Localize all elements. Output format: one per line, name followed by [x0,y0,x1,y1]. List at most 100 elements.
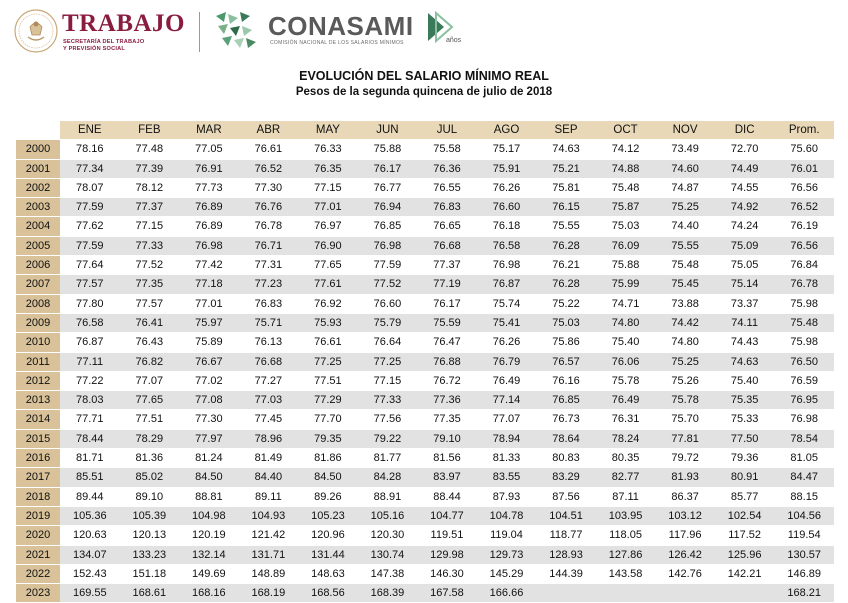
table-row: 2002 78.07 78.12 77.73 77.30 77.15 76.77 76.55 7… [16,178,834,199]
value-cell: 74.40 [655,216,715,237]
value-cell: 169.55 [60,583,120,603]
table-row: 2016 81.71 81.36 81.24 81.49 81.86 81.77 81.56 8… [16,448,834,469]
value-cell: 85.02 [119,467,180,488]
trabajo-sub-line2: Y PREVISIÓN SOCIAL [63,46,125,52]
value-cell: 104.78 [476,506,537,527]
value-cell: 75.09 [714,236,775,257]
table-row: 2003 77.59 77.37 76.89 76.76 77.01 76.94 76.83 7… [16,197,834,218]
value-cell [536,583,596,603]
value-cell: 76.71 [238,236,299,257]
value-cell: 78.54 [774,429,834,450]
value-cell: 77.64 [60,255,120,276]
value-cell: 88.81 [179,487,239,507]
value-cell: 77.59 [357,255,418,276]
value-cell: 76.50 [774,352,834,372]
year-cell: 2007 [16,274,61,295]
value-cell: 76.83 [238,294,299,314]
value-cell: 75.40 [595,332,656,353]
value-cell: 77.15 [298,178,358,199]
value-cell: 74.87 [655,178,715,199]
table-row: 2000 78.16 77.48 77.05 76.61 76.33 75.88 75.58 7… [16,139,834,160]
value-cell: 76.26 [476,332,537,353]
value-cell: 77.35 [417,409,477,430]
value-cell: 76.67 [179,352,239,372]
year-cell: 2009 [16,313,61,334]
header-logos: TRABAJO SECRETARÍA DEL TRABAJO Y PREVISI… [0,0,848,62]
column-header: ABR [238,121,299,141]
value-cell: 77.14 [476,390,537,411]
value-cell: 76.94 [357,197,418,218]
value-cell: 142.76 [655,564,715,585]
value-cell: 77.39 [119,159,180,179]
value-cell: 77.70 [298,409,358,430]
value-cell: 76.56 [774,178,834,199]
value-cell: 87.11 [595,487,656,507]
table-row: 2019 105.36 105.39 104.98 104.93 105.23 105.16… [16,506,834,527]
value-cell: 81.24 [179,448,239,469]
value-cell: 77.81 [655,429,715,450]
value-cell: 77.59 [60,236,120,257]
year-cell: 2006 [16,255,61,276]
value-cell: 120.96 [298,525,358,546]
value-cell: 87.56 [536,487,596,507]
value-cell: 75.88 [595,255,656,276]
value-cell: 75.88 [357,139,418,160]
value-cell: 75.48 [595,178,656,199]
value-cell: 77.34 [60,159,120,179]
value-cell [655,583,715,603]
value-cell: 81.36 [119,448,180,469]
value-cell: 78.44 [60,429,120,450]
value-cell: 76.57 [536,352,596,372]
value-cell: 74.55 [714,178,775,199]
value-cell: 74.80 [655,332,715,353]
table-row: 2011 77.11 76.82 76.67 76.68 77.25 77.25 76.88 7… [16,352,834,372]
value-cell: 75.03 [536,313,596,334]
value-cell: 81.33 [476,448,537,469]
value-cell: 75.55 [655,236,715,257]
value-cell: 76.98 [357,236,418,257]
value-cell: 75.79 [357,313,418,334]
value-cell: 74.12 [595,139,656,160]
value-cell: 134.07 [60,545,120,565]
year-cell: 2003 [16,197,61,218]
value-cell: 76.83 [417,197,477,218]
value-cell: 77.35 [119,274,180,295]
value-cell: 81.05 [774,448,834,469]
value-cell: 76.61 [238,139,299,160]
value-cell: 126.42 [655,545,715,565]
value-cell: 76.28 [536,274,596,295]
year-cell: 2012 [16,371,61,392]
value-cell [595,583,656,603]
value-cell: 76.33 [298,139,358,160]
value-cell: 76.77 [357,178,418,199]
value-cell: 79.35 [298,429,358,450]
value-cell: 79.36 [714,448,775,469]
value-cell: 75.93 [298,313,358,334]
value-cell: 74.42 [655,313,715,334]
value-cell: 81.86 [298,448,358,469]
value-cell: 76.98 [476,255,537,276]
value-cell: 76.85 [357,216,418,237]
value-cell: 75.78 [655,390,715,411]
value-cell: 128.93 [536,545,596,565]
value-cell: 168.39 [357,583,418,603]
year-cell: 2011 [16,352,61,372]
value-cell: 77.57 [119,294,180,314]
value-cell: 77.61 [298,274,358,295]
value-cell: 147.38 [357,564,418,585]
value-cell: 143.58 [595,564,656,585]
value-cell: 146.89 [774,564,834,585]
value-cell: 76.49 [476,371,537,392]
report-subtitle: Pesos de la segunda quincena de julio de… [295,86,553,98]
column-header: MAY [298,121,358,141]
column-header: AGO [476,121,537,141]
value-cell: 79.10 [417,429,477,450]
value-cell: 120.30 [357,525,418,546]
value-cell: 83.55 [476,467,537,488]
value-cell: 79.22 [357,429,418,450]
value-cell: 76.97 [298,216,358,237]
value-cell: 75.22 [536,294,596,314]
value-cell: 77.27 [238,371,299,392]
value-cell: 151.18 [119,564,180,585]
value-cell: 105.16 [357,506,418,527]
